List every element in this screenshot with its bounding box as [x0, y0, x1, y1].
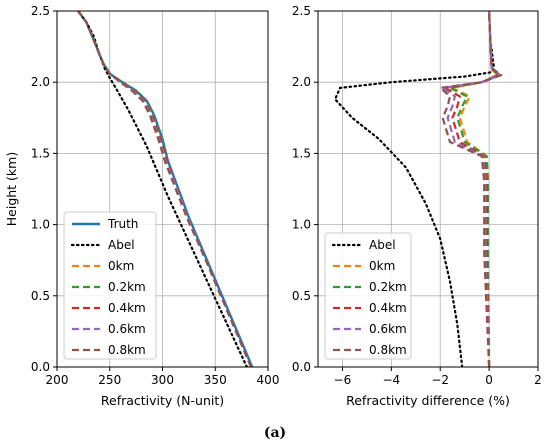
legend-box — [63, 211, 157, 360]
series-line-0-2km — [448, 11, 499, 367]
y-tick-label: 0.5 — [31, 289, 50, 303]
y-tick-label: 0.0 — [292, 360, 311, 374]
x-tick-label: 400 — [257, 373, 280, 387]
legend: Truth Abel 0km 0.2km 0.4km 0.6km 0.8km — [63, 211, 157, 360]
x-tick-label: 2 — [534, 373, 542, 387]
y-tick-label: 1.5 — [31, 146, 50, 160]
series-line-abel — [76, 11, 248, 367]
plot-frame — [317, 10, 539, 368]
y-tick-label: 2.5 — [31, 4, 50, 18]
figure-caption: (a) — [263, 425, 287, 441]
y-tick-label: 1.0 — [292, 218, 311, 232]
x-tick-label: 200 — [46, 373, 69, 387]
y-tick-label: 2.0 — [292, 75, 311, 89]
x-tick-label: −4 — [382, 373, 400, 387]
legend-label: 0.6km — [369, 322, 407, 336]
legend: Abel 0km 0.2km 0.4km 0.6km 0.8km — [324, 232, 412, 360]
x-tick-label: 300 — [151, 373, 174, 387]
legend-label: Abel — [369, 238, 396, 252]
y-axis-label: Height (km) — [4, 152, 19, 226]
legend-label: 0.8km — [369, 343, 407, 357]
x-tick-label: 0 — [485, 373, 493, 387]
legend-label: 0.6km — [108, 322, 146, 336]
legend-label: 0km — [369, 259, 395, 273]
series-line-0km — [451, 11, 498, 367]
legend-label: 0km — [108, 259, 134, 273]
y-tick-label: 1.5 — [292, 146, 311, 160]
series-line-0-6km — [441, 11, 502, 367]
y-tick-label: 1.0 — [31, 218, 50, 232]
chart-panel-1: 200 250 300 350 400 0.0 0.5 1.0 1.5 2.0 2.5 Refract… — [4, 4, 279, 408]
y-tick-label: 0.0 — [31, 360, 50, 374]
legend-label: Truth — [107, 217, 138, 231]
series-line-0-8km — [439, 11, 503, 367]
legend-label: 0.2km — [369, 280, 407, 294]
x-tick-label: −6 — [334, 373, 352, 387]
legend-label: 0.8km — [108, 343, 146, 357]
x-axis-label: Refractivity difference (%) — [346, 393, 510, 408]
legend-label: 0.4km — [369, 301, 407, 315]
legend-label: 0.2km — [108, 280, 146, 294]
x-tick-label: 250 — [98, 373, 121, 387]
x-axis-label: Refractivity (N-unit) — [101, 393, 224, 408]
chart-panel-2: −6 −4 −2 0 2 0.0 0.5 1.0 1.5 2.0 2.5 Refractivity d… — [292, 4, 542, 408]
legend-label: 0.4km — [108, 301, 146, 315]
legend-label: Abel — [108, 238, 135, 252]
x-tick-label: −2 — [431, 373, 449, 387]
y-tick-label: 2.5 — [292, 4, 311, 18]
y-tick-label: 0.5 — [292, 289, 311, 303]
series-line-0-8km — [77, 11, 253, 367]
x-tick-label: 350 — [204, 373, 227, 387]
y-tick-label: 2.0 — [31, 75, 50, 89]
legend-box — [324, 232, 412, 360]
